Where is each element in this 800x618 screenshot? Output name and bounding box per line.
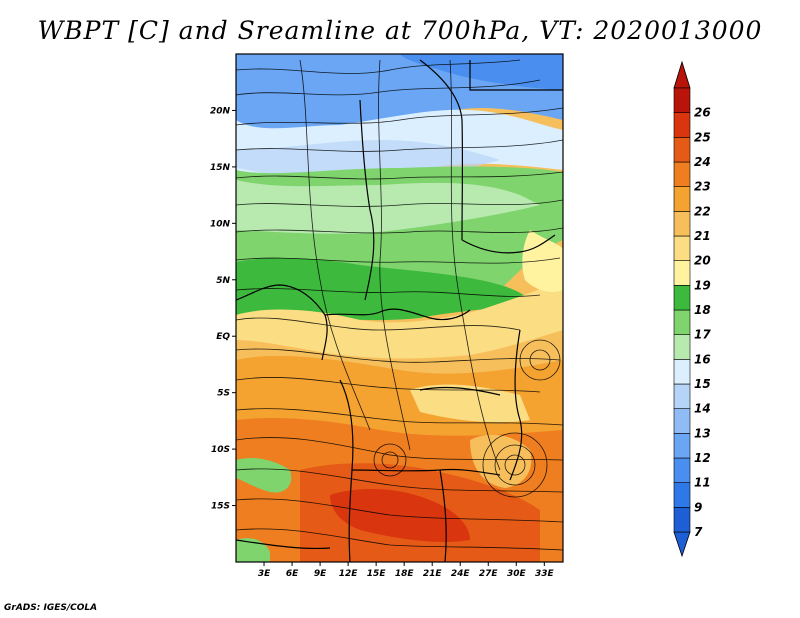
- credit-text: GrADS: IGES/COLA: [4, 603, 98, 613]
- colorbar-label: 17: [694, 328, 711, 342]
- colorbar-top-arrow: [673, 60, 691, 89]
- colorbar-label: 18: [694, 303, 711, 317]
- colorbar-label: 20: [694, 254, 711, 268]
- streamlines: [236, 59, 563, 551]
- lon-label: 12E: [339, 569, 359, 579]
- colorbar-label: 7: [694, 525, 703, 539]
- colorbar-swatch: [673, 211, 691, 237]
- country-borders: [236, 59, 563, 562]
- lat-label: 10S: [211, 445, 230, 455]
- colorbar-swatch: [673, 359, 691, 385]
- lat-label: 5N: [216, 276, 230, 286]
- longitude-axis: 3E 6E 9E 12E 15E 18E 21E 24E 27E 30E 33E: [258, 562, 555, 579]
- plot-frame: [235, 53, 564, 563]
- wbpt-field: [236, 54, 563, 562]
- colorbar-label: 26: [694, 106, 711, 120]
- lat-label: 15S: [211, 502, 230, 512]
- lat-label: 5S: [217, 389, 230, 399]
- lon-label: 6E: [286, 569, 299, 579]
- colorbar-swatch: [673, 186, 691, 212]
- colorbar-label: 23: [694, 180, 711, 194]
- lat-label: 10N: [210, 219, 231, 229]
- colorbar-label: 15: [694, 377, 711, 391]
- colorbar-swatch: [673, 285, 691, 311]
- colorbar-label: 13: [694, 426, 711, 440]
- lon-label: 3E: [258, 569, 271, 579]
- colorbar-label: 19: [694, 278, 711, 292]
- colorbar-label: 25: [694, 130, 711, 144]
- latitude-axis: 20N 15N 10N 5N EQ 5S 10S 15S: [210, 106, 236, 512]
- colorbar-swatch: [673, 137, 691, 163]
- colorbar-label: 11: [694, 476, 711, 490]
- colorbar-swatch: [673, 309, 691, 335]
- colorbar-label: 9: [694, 500, 702, 514]
- lon-label: 9E: [314, 569, 327, 579]
- colorbar-swatch: [673, 87, 691, 113]
- colorbar-swatch: [673, 507, 691, 533]
- colorbar-swatch: [673, 383, 691, 409]
- lon-label: 27E: [479, 569, 499, 579]
- colorbar-swatch: [673, 408, 691, 434]
- lat-label: EQ: [216, 332, 230, 342]
- colorbar-swatch: [673, 260, 691, 286]
- colorbar-swatch: [673, 161, 691, 187]
- colorbar-label: 22: [694, 204, 711, 218]
- lat-label: 20N: [210, 106, 231, 116]
- colorbar-swatch: [673, 482, 691, 508]
- colorbar-swatch: [673, 112, 691, 138]
- colorbar-swatch: [673, 334, 691, 360]
- colorbar-swatch: [673, 457, 691, 483]
- lon-label: 30E: [507, 569, 527, 579]
- colorbar: 7 9 11 12 13 14 15 16 17 18 19 20 21 22 23 24 25 26: [673, 60, 711, 558]
- colorbar-label: 12: [694, 451, 711, 465]
- lon-label: 18E: [395, 569, 415, 579]
- lon-label: 15E: [367, 569, 387, 579]
- lon-label: 33E: [535, 569, 555, 579]
- colorbar-bottom-arrow: [673, 531, 691, 558]
- colorbar-label: 16: [694, 352, 711, 366]
- colorbar-label: 21: [694, 229, 711, 243]
- lon-label: 21E: [423, 569, 443, 579]
- colorbar-label: 24: [694, 155, 711, 169]
- colorbar-swatch: [673, 235, 691, 261]
- map-title: WBPT [C] and Sreamline at 700hPa, VT: 20…: [37, 16, 763, 45]
- colorbar-swatch: [673, 433, 691, 459]
- colorbar-label: 14: [694, 402, 711, 416]
- lon-label: 24E: [451, 569, 471, 579]
- lat-label: 15N: [210, 163, 231, 173]
